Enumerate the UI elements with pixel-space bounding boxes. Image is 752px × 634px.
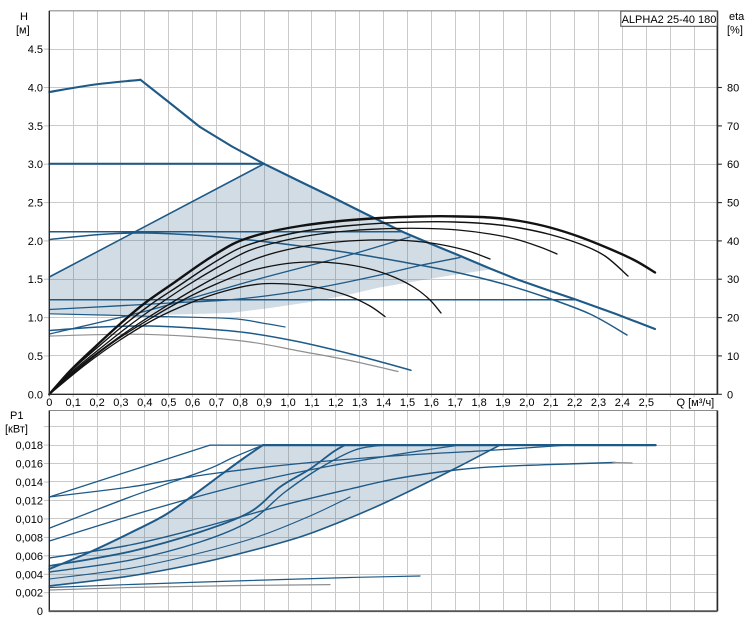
svg-text:0,018: 0,018 [15,440,43,452]
svg-text:1,2: 1,2 [328,397,343,409]
svg-text:0,014: 0,014 [15,477,43,489]
svg-text:70: 70 [727,121,739,133]
svg-text:2,4: 2,4 [615,397,630,409]
svg-text:1,4: 1,4 [376,397,391,409]
svg-text:1,7: 1,7 [448,397,463,409]
svg-text:0,008: 0,008 [15,532,43,544]
svg-text:1,9: 1,9 [495,397,510,409]
svg-text:ALPHA2 25-40 180: ALPHA2 25-40 180 [622,14,717,26]
svg-text:Q [м³/ч]: Q [м³/ч] [677,397,715,409]
svg-text:0,6: 0,6 [185,397,200,409]
svg-text:0.5: 0.5 [28,351,43,363]
svg-text:eta: eta [729,11,745,23]
svg-text:4.0: 4.0 [28,83,43,95]
svg-text:2,1: 2,1 [543,397,558,409]
svg-text:20: 20 [727,313,739,325]
svg-text:1,3: 1,3 [352,397,367,409]
svg-text:0,002: 0,002 [15,588,43,600]
svg-text:1,6: 1,6 [424,397,439,409]
svg-text:P1: P1 [10,410,23,422]
svg-text:4.5: 4.5 [28,44,43,56]
svg-text:0,012: 0,012 [15,495,43,507]
svg-text:3.0: 3.0 [28,159,43,171]
svg-text:0,7: 0,7 [209,397,224,409]
svg-text:H: H [20,11,28,23]
svg-text:0: 0 [727,389,733,401]
svg-text:0,1: 0,1 [66,397,81,409]
svg-text:[кВт]: [кВт] [5,424,28,436]
svg-text:1.0: 1.0 [28,313,43,325]
svg-text:80: 80 [727,83,739,95]
svg-text:2.5: 2.5 [28,198,43,210]
svg-text:0,3: 0,3 [113,397,128,409]
svg-text:2,3: 2,3 [591,397,606,409]
svg-text:30: 30 [727,274,739,286]
svg-text:0,016: 0,016 [15,459,43,471]
svg-text:10: 10 [727,351,739,363]
svg-text:1,5: 1,5 [400,397,415,409]
svg-text:0,5: 0,5 [161,397,176,409]
svg-text:[%]: [%] [727,25,743,37]
svg-text:0,006: 0,006 [15,551,43,563]
svg-text:0: 0 [37,606,43,618]
svg-text:2.0: 2.0 [28,236,43,248]
svg-text:0,8: 0,8 [233,397,248,409]
svg-text:0,004: 0,004 [15,569,43,581]
svg-text:3.5: 3.5 [28,121,43,133]
svg-text:0.0: 0.0 [28,389,43,401]
svg-text:1,1: 1,1 [304,397,319,409]
svg-text:1.5: 1.5 [28,274,43,286]
svg-text:0: 0 [46,397,52,409]
svg-text:2,5: 2,5 [639,397,654,409]
svg-text:0,9: 0,9 [257,397,272,409]
svg-text:40: 40 [727,236,739,248]
svg-text:1,0: 1,0 [280,397,295,409]
svg-text:[м]: [м] [16,25,30,37]
svg-text:50: 50 [727,198,739,210]
svg-text:60: 60 [727,159,739,171]
svg-text:0,2: 0,2 [89,397,104,409]
svg-text:2,2: 2,2 [567,397,582,409]
svg-text:2,0: 2,0 [519,397,534,409]
svg-text:0,4: 0,4 [137,397,152,409]
svg-text:0,010: 0,010 [15,514,43,526]
svg-text:1,8: 1,8 [471,397,486,409]
